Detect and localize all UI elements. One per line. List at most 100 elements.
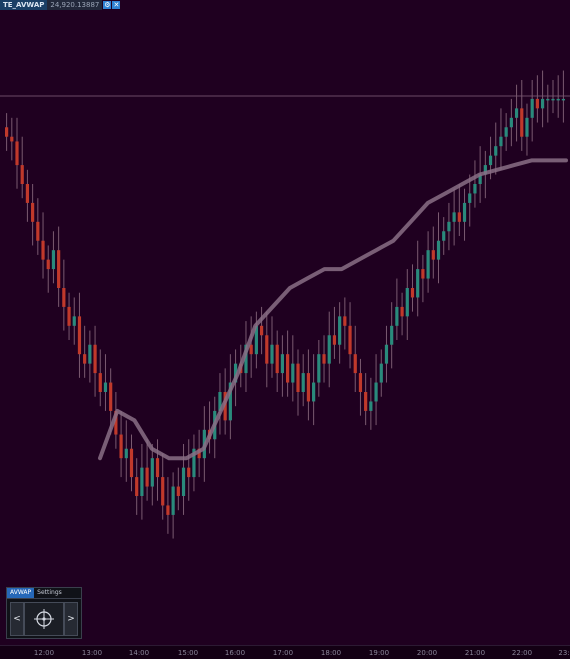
candle (525, 103, 529, 156)
candle (556, 75, 560, 118)
candle-body (51, 250, 56, 270)
candle (442, 217, 446, 255)
candle (187, 439, 191, 501)
gear-icon[interactable]: ⚙ (103, 1, 112, 9)
candle (306, 349, 311, 421)
prev-button[interactable]: < (10, 602, 24, 636)
candle-body (431, 250, 435, 260)
time-label: 12:00 (33, 649, 55, 657)
tab-settings[interactable]: Settings (37, 589, 62, 596)
candle (88, 330, 92, 383)
candle (520, 80, 524, 151)
candle-body (395, 306, 399, 326)
candle-body (259, 325, 264, 336)
candle-body (57, 250, 61, 288)
candle-body (124, 448, 128, 459)
candle-body (93, 344, 97, 374)
candle-body (447, 221, 451, 232)
candle-body (5, 127, 9, 137)
candle (301, 354, 305, 407)
candle-body (405, 288, 409, 317)
candle-body (161, 477, 165, 506)
crosshair-button[interactable] (24, 602, 64, 636)
candle-body (473, 184, 477, 194)
candle (514, 84, 519, 142)
candle (416, 240, 420, 317)
candle-body (270, 344, 274, 364)
close-icon[interactable]: ✕ (112, 1, 121, 9)
candle-body (98, 373, 102, 392)
price-chart[interactable] (0, 0, 570, 645)
candle-body (332, 335, 337, 345)
candle (25, 169, 30, 222)
candle (286, 330, 290, 397)
chart-canvas[interactable] (0, 0, 570, 645)
candle (46, 245, 50, 293)
tab-avwap[interactable]: AVWAP (7, 588, 35, 598)
candle-body (312, 382, 316, 402)
candle (384, 325, 389, 383)
indicator-tag[interactable]: TE_AVWAP 24,920.13887 ⚙ ✕ (0, 0, 121, 10)
candle-body (150, 458, 154, 487)
candle-body (353, 354, 357, 374)
candle-body (265, 335, 269, 364)
candle-body (535, 98, 539, 109)
candle-body (135, 477, 139, 496)
candle-body (254, 325, 258, 355)
candle-body (358, 373, 363, 392)
candle (358, 358, 363, 416)
candle (509, 98, 513, 147)
time-label: 14:00 (128, 649, 150, 657)
candle-body (514, 108, 519, 118)
candle-body (25, 184, 30, 203)
candle (265, 311, 269, 388)
candle-body (129, 448, 134, 478)
candle (171, 472, 175, 539)
candle-body (421, 269, 425, 279)
candle-body (83, 354, 87, 364)
candle-body (244, 344, 248, 374)
candle (395, 278, 399, 340)
candle (280, 335, 284, 397)
indicator-value: 24,920.13887 (47, 0, 103, 10)
candle (452, 188, 456, 246)
candle (317, 340, 321, 397)
candle (270, 316, 274, 378)
candle (546, 84, 550, 123)
time-axis[interactable]: 12:00 13:00 14:00 15:00 16:00 17:00 18:0… (0, 645, 570, 659)
candle (207, 401, 212, 454)
candle-body (499, 136, 503, 147)
candle-body (343, 316, 347, 326)
candle-body (296, 363, 300, 392)
candle (103, 354, 108, 411)
candle-body (546, 98, 550, 101)
indicator-name: TE_AVWAP (0, 0, 48, 10)
time-label: 17:00 (272, 649, 294, 657)
candle (390, 302, 394, 369)
candle-body (436, 240, 441, 260)
candle-body (20, 165, 24, 184)
candle (462, 188, 467, 241)
candle (57, 226, 61, 307)
candle (364, 373, 368, 426)
candle-body (88, 344, 92, 364)
candle-body (416, 269, 420, 298)
candle (181, 444, 186, 515)
candle (119, 410, 123, 478)
candle-body (171, 486, 175, 515)
candle-body (364, 392, 368, 411)
candle (551, 80, 555, 114)
candle (291, 335, 295, 402)
candle (312, 354, 316, 426)
candle (447, 202, 451, 251)
candle (338, 302, 342, 364)
candle (468, 174, 472, 227)
candle (249, 316, 253, 378)
next-button[interactable]: > (64, 602, 78, 636)
candle (83, 325, 87, 378)
candle-body (462, 202, 467, 222)
candle-body (36, 221, 40, 241)
candle (145, 439, 149, 501)
candle (400, 292, 404, 336)
candle (504, 113, 508, 151)
